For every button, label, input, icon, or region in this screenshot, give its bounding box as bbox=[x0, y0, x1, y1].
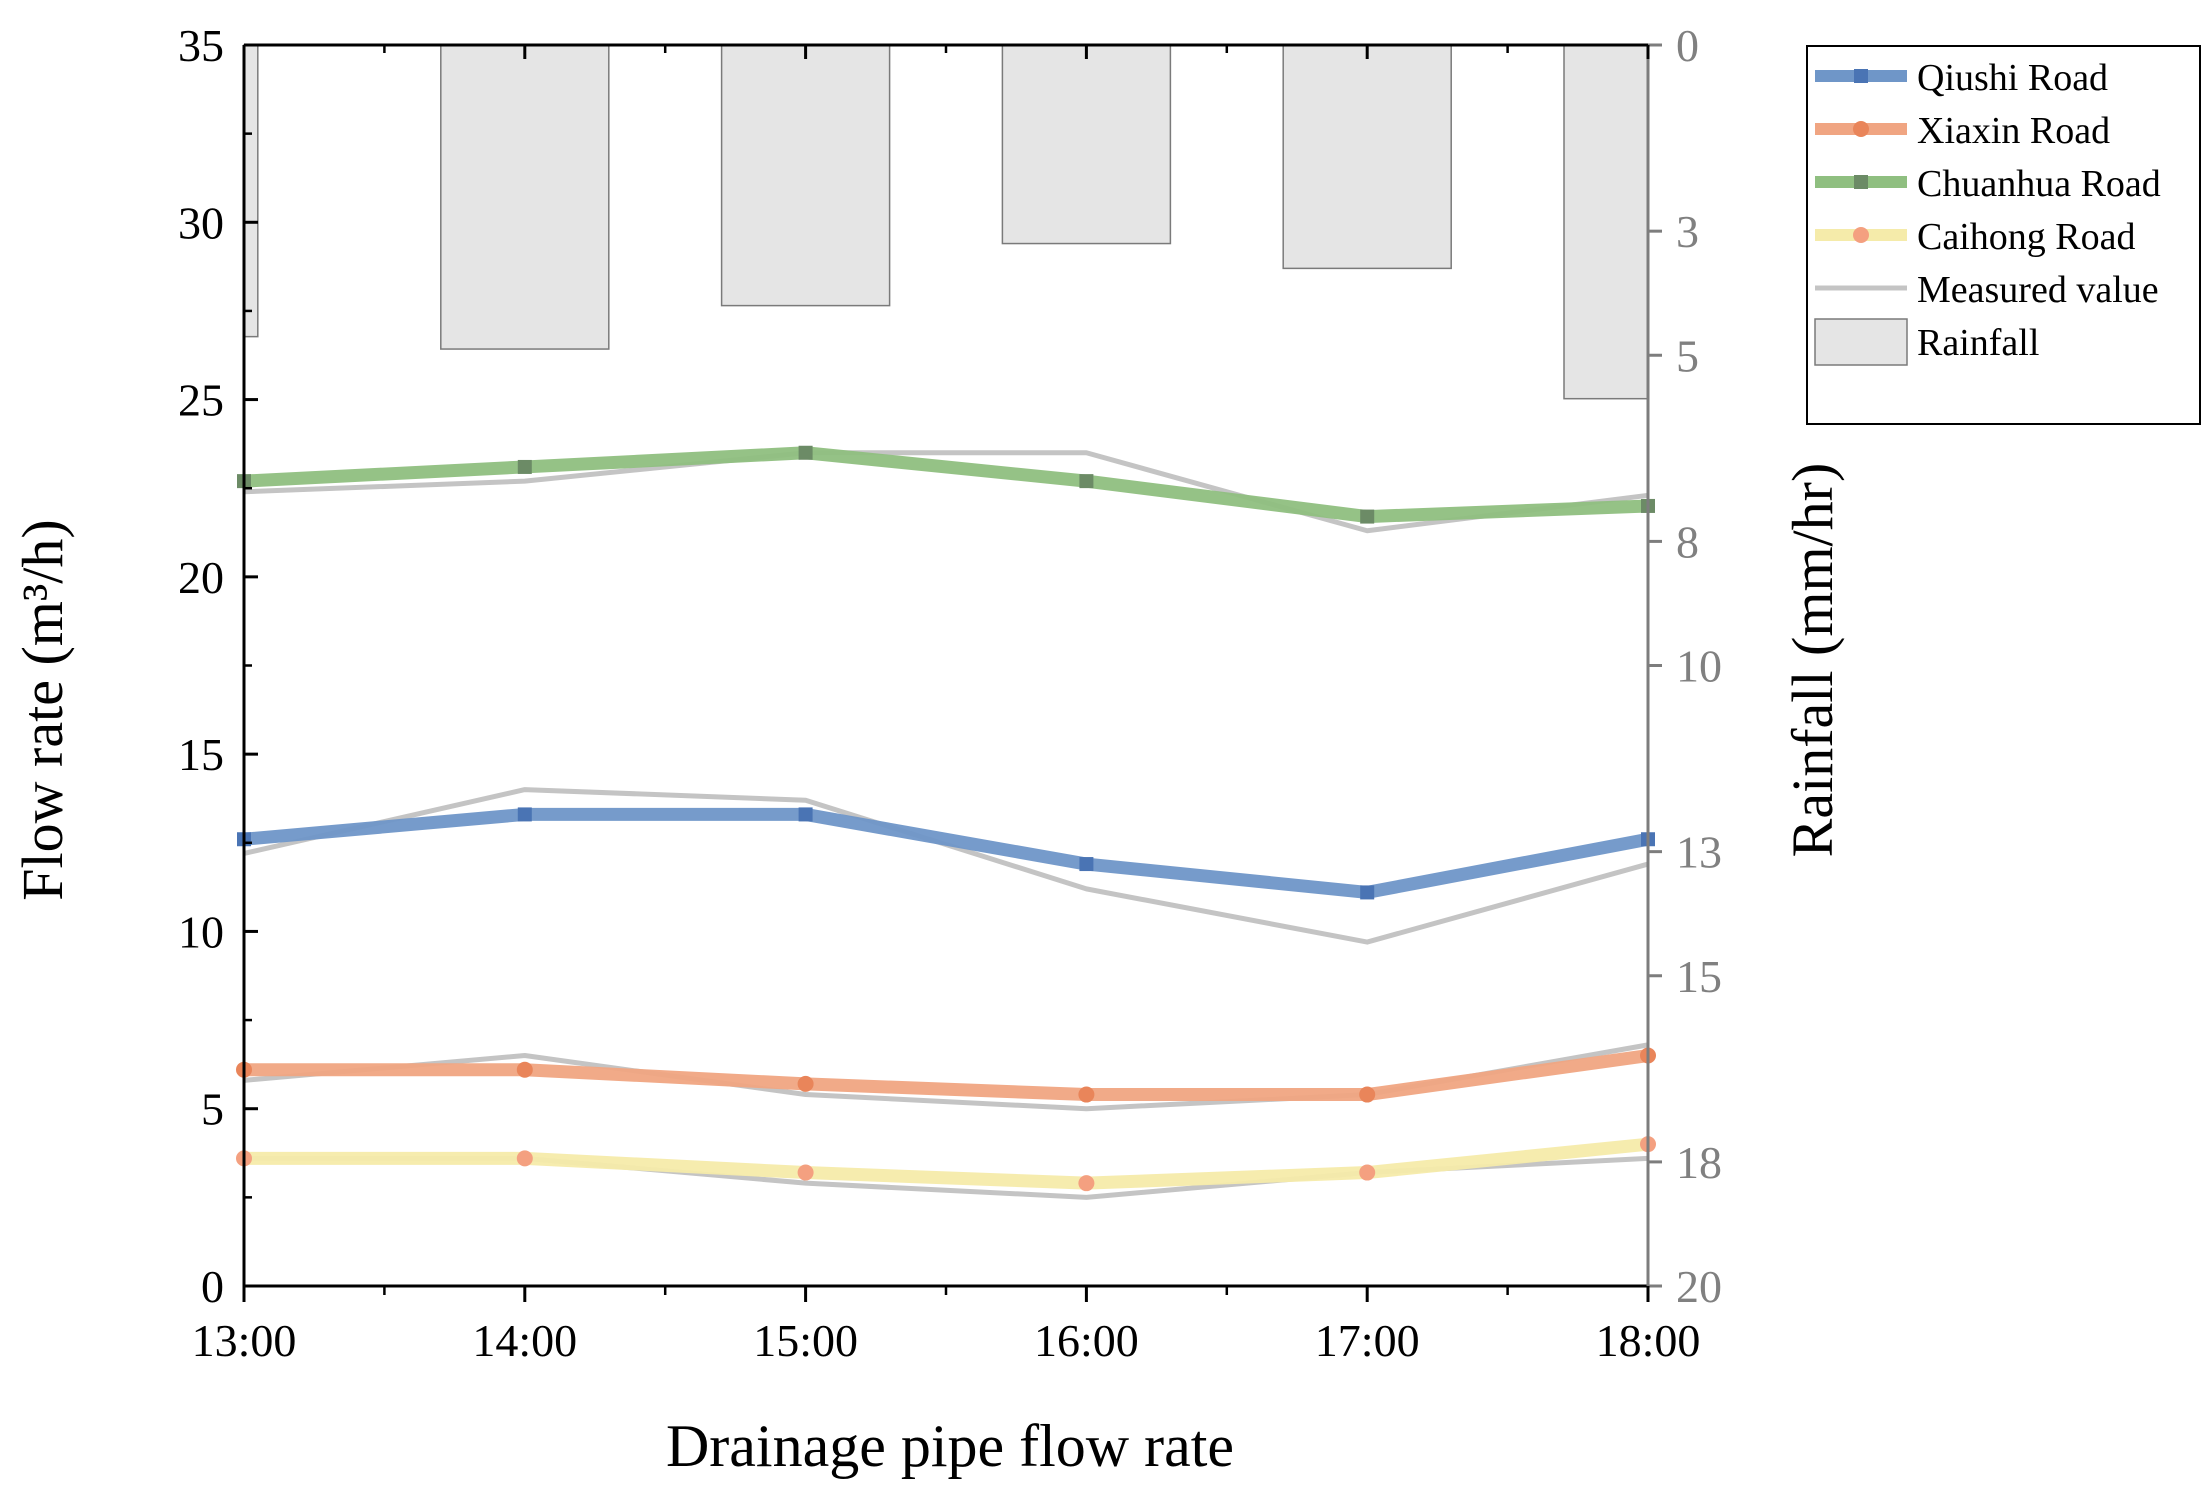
rainfall-bar-0 bbox=[243, 44, 259, 338]
legend-marker-1 bbox=[1853, 121, 1869, 137]
series-0-point-4 bbox=[1360, 885, 1375, 900]
series-1-point-4 bbox=[1359, 1086, 1376, 1103]
y2-axis-title: Rainfall (mm/hr) bbox=[1780, 463, 1845, 858]
y2-tick-label-5: 13 bbox=[1676, 827, 1722, 878]
series-3-point-1 bbox=[516, 1150, 533, 1167]
series-2-point-2 bbox=[798, 445, 813, 460]
y-tick-label-4: 20 bbox=[178, 552, 224, 603]
series-3-point-3 bbox=[1078, 1175, 1095, 1192]
legend-marker-2 bbox=[1854, 175, 1868, 189]
legend: Qiushi Road Xiaxin Road Chuanhua Road Caiho… bbox=[1806, 45, 2201, 425]
rainfall-bar-1 bbox=[440, 44, 610, 350]
legend-label-4: Measured value bbox=[1917, 269, 2159, 311]
y-tick-label-2: 10 bbox=[178, 906, 224, 957]
measured-line-1 bbox=[243, 1042, 1649, 1112]
y-tick-label-7: 35 bbox=[178, 20, 224, 71]
series-line-2 bbox=[243, 446, 1649, 524]
series-1-point-1 bbox=[516, 1061, 533, 1078]
series-0-point-1 bbox=[517, 807, 532, 822]
y-tick-label-0: 0 bbox=[201, 1261, 224, 1312]
y-tick-label-1: 5 bbox=[201, 1084, 224, 1135]
series-2-point-4 bbox=[1360, 509, 1375, 524]
rainfall-bar-4 bbox=[1282, 44, 1452, 270]
series-line-0 bbox=[243, 807, 1650, 899]
y-axis-title: Flow rate (m³/h) bbox=[10, 519, 75, 900]
y2-tick-label-8: 20 bbox=[1676, 1261, 1722, 1312]
series-2-point-1 bbox=[517, 459, 532, 474]
x-tick-label-1: 14:00 bbox=[472, 1315, 577, 1366]
y2-tick-label-0: 0 bbox=[1676, 20, 1699, 71]
axis-labels: Drainage pipe flow rate Flow rate (m³/h)… bbox=[10, 463, 1845, 1479]
measured-line-0 bbox=[243, 787, 1649, 945]
x-tick-label-4: 17:00 bbox=[1315, 1315, 1420, 1366]
series-3-point-4 bbox=[1359, 1164, 1376, 1181]
legend-label-5: Rainfall bbox=[1917, 322, 2039, 364]
legend-label-3: Caihong Road bbox=[1917, 216, 2135, 258]
legend-swatch-5 bbox=[1814, 318, 1908, 366]
measured-line-2 bbox=[243, 450, 1649, 534]
y-tick-label-6: 30 bbox=[178, 197, 224, 248]
rainfall-bar-3 bbox=[1001, 44, 1172, 245]
series-3-point-2 bbox=[797, 1164, 814, 1181]
series-1-point-2 bbox=[797, 1075, 814, 1092]
series-0-point-3 bbox=[1079, 857, 1094, 872]
y-tick-label-3: 15 bbox=[178, 729, 224, 780]
series-line-1 bbox=[244, 1049, 1649, 1102]
series-line-3 bbox=[244, 1137, 1649, 1190]
series-1-point-3 bbox=[1078, 1086, 1095, 1103]
rainfall-bar-5 bbox=[1563, 44, 1649, 400]
legend-label-2: Chuanhua Road bbox=[1917, 163, 2161, 205]
x-tick-label-3: 16:00 bbox=[1034, 1315, 1139, 1366]
x-tick-label-2: 15:00 bbox=[753, 1315, 858, 1366]
legend-label-0: Qiushi Road bbox=[1917, 57, 2108, 99]
y2-tick-label-2: 5 bbox=[1676, 330, 1699, 381]
model-series-lines bbox=[236, 445, 1656, 1192]
legend-marker-3 bbox=[1853, 227, 1869, 243]
y2-tick-label-6: 15 bbox=[1676, 951, 1722, 1002]
y2-tick-label-3: 8 bbox=[1676, 516, 1699, 567]
y2-tick-label-4: 10 bbox=[1676, 641, 1722, 692]
series-0-point-2 bbox=[798, 807, 813, 822]
y2-tick-label-7: 18 bbox=[1676, 1137, 1722, 1188]
x-axis-title: Drainage pipe flow rate bbox=[666, 1413, 1234, 1479]
y2-tick-label-1: 3 bbox=[1676, 206, 1699, 257]
x-tick-label-5: 18:00 bbox=[1596, 1315, 1701, 1366]
legend-label-1: Xiaxin Road bbox=[1917, 110, 2110, 152]
rainfall-bars bbox=[243, 44, 1649, 400]
legend-marker-0 bbox=[1854, 69, 1868, 83]
series-2-point-3 bbox=[1079, 474, 1094, 489]
y-tick-label-5: 25 bbox=[178, 375, 224, 426]
x-tick-label-0: 13:00 bbox=[192, 1315, 297, 1366]
rainfall-bar-2 bbox=[720, 44, 891, 307]
